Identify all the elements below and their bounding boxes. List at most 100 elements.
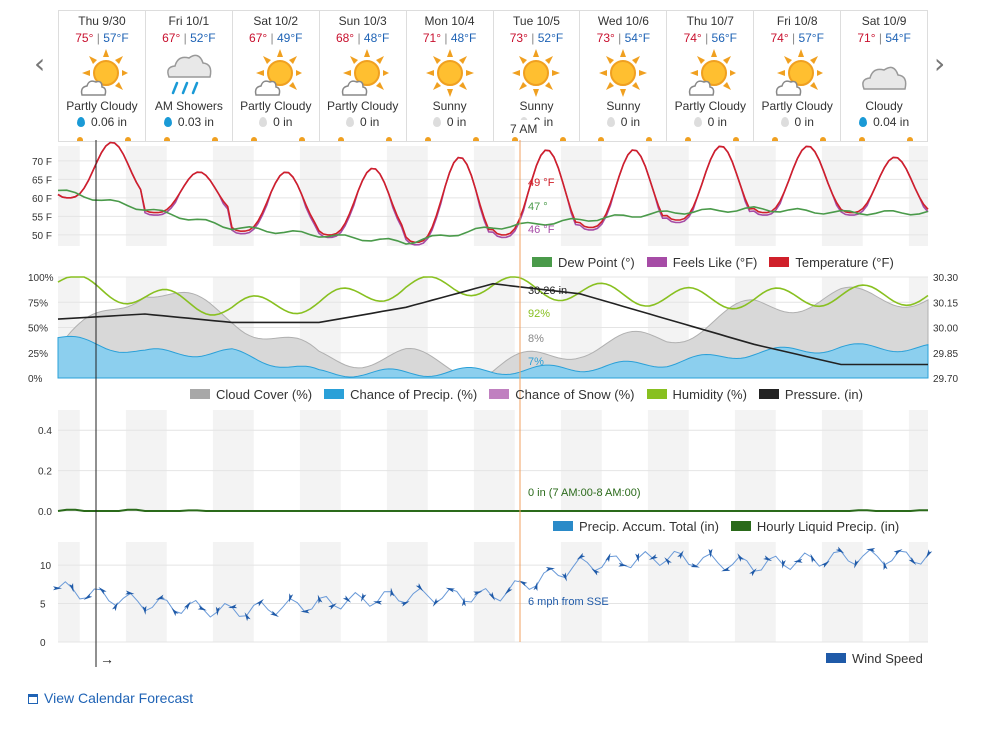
wind-direction-icon <box>270 610 279 617</box>
wind-direction-icon <box>763 555 773 562</box>
day-column[interactable]: Fri 10/1 67° | 52°F AM Showers 0.03 in <box>146 11 233 141</box>
sunrise-sunset-markers <box>320 135 406 141</box>
day-column[interactable]: Sat 10/9 71° | 54°F Cloudy 0.04 in <box>841 11 927 141</box>
prev-arrow-icon[interactable]: ‹ <box>34 47 46 80</box>
night-band <box>667 542 689 642</box>
legend-label: Chance of Precip. (%) <box>350 387 478 402</box>
precip-value: 0 in <box>794 115 814 129</box>
night-band <box>145 542 167 642</box>
daily-forecast-strip: Thu 9/30 75° | 57°F Partly Cloudy 0.06 in Fr… <box>58 10 928 142</box>
view-calendar-link[interactable]: View Calendar Forecast <box>28 690 193 706</box>
day-name: Sat 10/9 <box>861 14 907 28</box>
wind-direction-icon <box>635 552 640 563</box>
condition-label: Sunny <box>432 99 467 113</box>
night-band <box>406 146 428 246</box>
wind-direction-icon <box>708 548 713 558</box>
wind-axis-label: 5 <box>40 600 46 611</box>
night-band <box>212 410 232 511</box>
percent-axis-label: 100% <box>28 273 54 284</box>
day-column[interactable]: Thu 10/7 74° | 56°F Partly Cloudy 0 in <box>667 11 755 141</box>
legend-item[interactable]: Cloud Cover (%) <box>190 387 312 402</box>
legend-item[interactable]: Temperature (°F) <box>769 255 894 270</box>
legend-swatch <box>553 521 573 531</box>
day-column[interactable]: Fri 10/8 74° | 57°F Partly Cloudy 0 in <box>754 11 842 141</box>
hover-cloud: 8% <box>528 333 544 345</box>
precip-value: 0.03 in <box>177 115 214 129</box>
wind-direction-icon <box>256 598 264 607</box>
cloudy-icon <box>841 47 927 99</box>
wind-direction-icon <box>648 554 658 560</box>
legend-item[interactable]: Hourly Liquid Precip. (in) <box>730 519 900 534</box>
legend-swatch <box>324 389 345 399</box>
wind-direction-icon <box>821 560 830 568</box>
night-band <box>299 542 319 642</box>
low-temp: 48°F <box>450 31 477 45</box>
legend-label: Temperature (°F) <box>795 255 894 270</box>
wind-direction-icon <box>373 600 383 605</box>
wind-direction-icon <box>793 558 803 563</box>
legend-item[interactable]: Wind Speed <box>826 651 923 666</box>
day-column[interactable]: Thu 9/30 75° | 57°F Partly Cloudy 0.06 in <box>59 11 146 141</box>
wind-direction-icon <box>883 560 888 571</box>
day-name: Sat 10/2 <box>253 14 299 28</box>
day-column[interactable]: Sun 10/3 68° | 48°F Partly Cloudy 0 in <box>320 11 407 141</box>
hover-time: 7 AM <box>510 122 537 136</box>
percent-axis-label: 25% <box>28 349 48 360</box>
low-temp: 57°F <box>103 31 129 45</box>
temp-axis-label: 55 F <box>32 212 52 223</box>
legend-item[interactable]: Precip. Accum. Total (in) <box>553 519 719 534</box>
low-temp: 57°F <box>798 31 824 45</box>
wind-direction-icon <box>432 598 440 607</box>
day-temps: 74° | 56°F <box>683 31 738 45</box>
high-temp: 74° <box>770 31 789 45</box>
wind-direction-icon <box>533 581 538 592</box>
night-band <box>58 410 80 511</box>
condition-label: Partly Cloudy <box>326 99 399 113</box>
night-band <box>232 146 254 246</box>
night-band <box>493 410 515 511</box>
high-temp: 71° <box>857 31 876 45</box>
partly-cloudy-icon <box>233 47 319 99</box>
day-column[interactable]: Mon 10/4 71° | 48°F Sunny 0 in <box>407 11 494 141</box>
hover-pressure: 30.26 in <box>528 285 567 297</box>
legend-item[interactable]: Chance of Precip. (%) <box>324 387 477 402</box>
cursor-arrow-icon: → <box>100 651 114 667</box>
high-temp: 67° <box>162 31 181 45</box>
sunny-icon <box>580 47 666 99</box>
sunrise-sunset-markers <box>580 135 666 141</box>
wind-direction-icon <box>400 601 410 607</box>
night-band <box>319 410 341 511</box>
wind-direction-icon <box>737 553 744 562</box>
legend-item[interactable]: Feels Like (°F) <box>646 255 757 270</box>
precip-value: 0.06 in <box>90 115 127 129</box>
wind-direction-icon <box>545 566 555 571</box>
night-band <box>406 542 428 642</box>
hourly-precip-line <box>57 508 928 512</box>
night-band <box>841 410 863 511</box>
precip-amount: 0 in <box>580 115 666 129</box>
precip-value: 0 in <box>446 115 467 129</box>
legend-item[interactable]: Humidity (%) <box>646 387 747 402</box>
next-arrow-icon[interactable]: › <box>934 47 946 80</box>
calendar-link-label: View Calendar Forecast <box>44 690 194 706</box>
legend-item[interactable]: Dew Point (°) <box>532 255 635 270</box>
sunrise-sunset-markers <box>407 135 493 141</box>
night-band <box>647 410 667 511</box>
sunny-icon <box>494 47 580 99</box>
wind-direction-icon <box>244 612 251 622</box>
legend-label: Hourly Liquid Precip. (in) <box>756 519 900 534</box>
percent-axis-label: 0% <box>28 374 43 385</box>
day-column[interactable]: Sat 10/2 67° | 49°F Partly Cloudy 0 in <box>233 11 320 141</box>
wind-direction-icon <box>781 559 786 569</box>
wind-direction-icon <box>605 552 611 563</box>
night-band <box>821 146 841 246</box>
night-band <box>647 542 667 642</box>
day-column[interactable]: Wed 10/6 73° | 54°F Sunny 0 in <box>580 11 668 141</box>
low-temp: 56°F <box>711 31 738 45</box>
sunrise-sunset-markers <box>667 135 753 141</box>
wind-direction-icon <box>360 592 367 602</box>
percent-axis-label: 50% <box>28 324 48 335</box>
legend-item[interactable]: Pressure. (in) <box>758 387 863 402</box>
legend-item[interactable]: Chance of Snow (%) <box>489 387 635 402</box>
precip-amount: 0.03 in <box>146 115 232 129</box>
